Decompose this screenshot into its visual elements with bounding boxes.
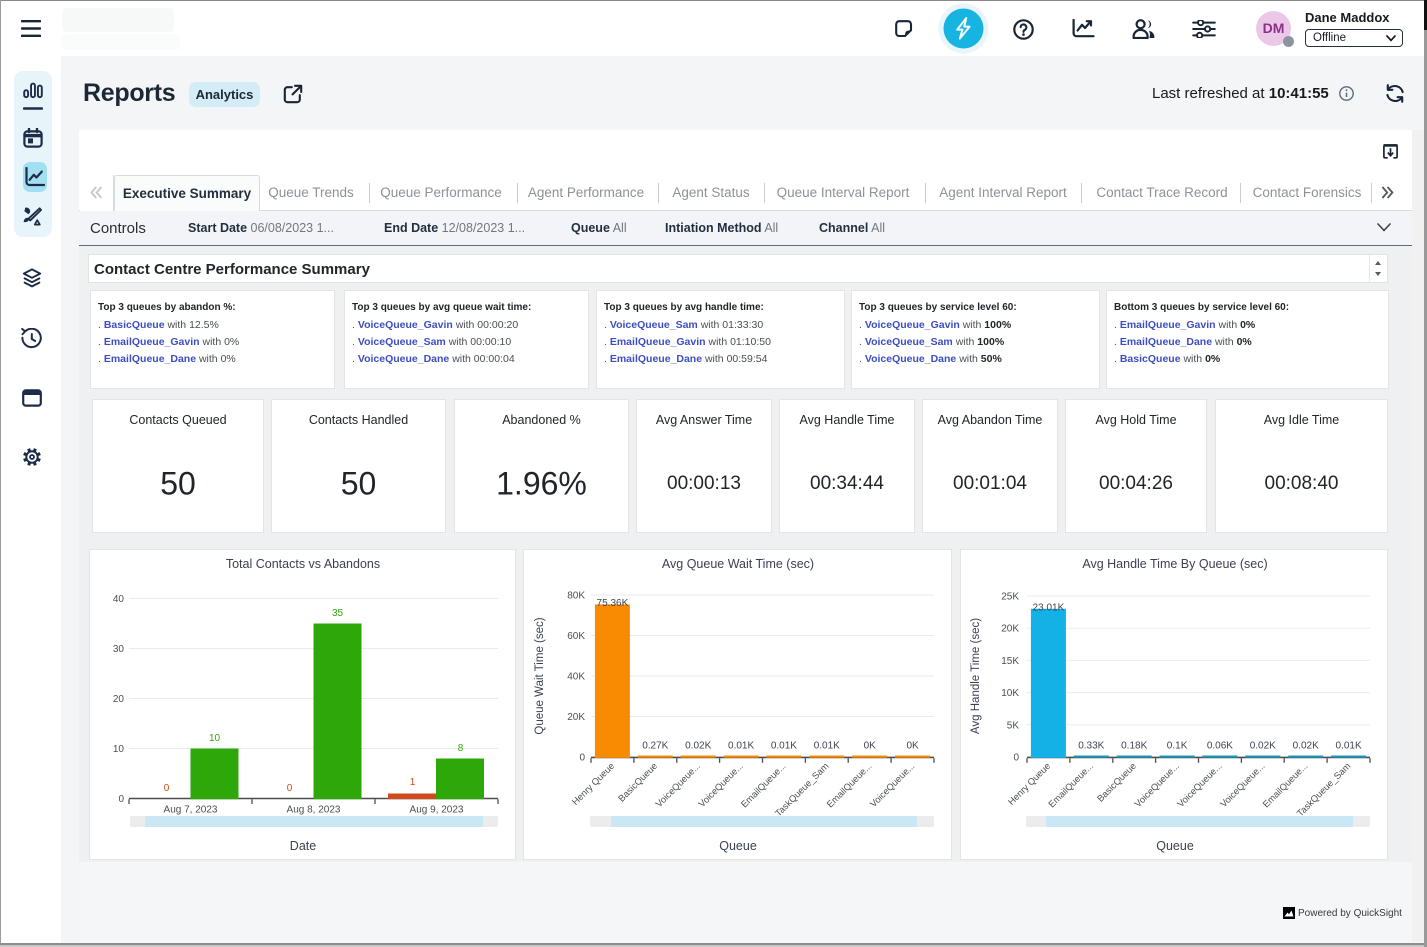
svg-text:23.01K: 23.01K [1033,602,1065,613]
svg-text:40: 40 [113,594,125,605]
svg-text:0.27K: 0.27K [642,741,668,752]
svg-text:EmailQueue...: EmailQueue... [825,761,874,810]
svg-text:0.02K: 0.02K [1293,741,1319,752]
svg-text:0.01K: 0.01K [728,741,754,752]
svg-text:VoiceQueue...: VoiceQueue... [697,761,745,809]
svg-text:10: 10 [113,744,125,755]
svg-text:0: 0 [1013,753,1019,764]
svg-text:EmailQueue...: EmailQueue... [1261,761,1310,810]
svg-text:0: 0 [579,753,585,764]
svg-text:Avg Handle Time (sec): Avg Handle Time (sec) [970,618,982,734]
svg-text:EmailQueue...: EmailQueue... [739,761,788,810]
svg-text:20K: 20K [1001,624,1019,635]
svg-text:0.1K: 0.1K [1167,741,1188,752]
svg-text:BasicQueue: BasicQueue [616,761,659,804]
svg-text:Queue Wait Time (sec): Queue Wait Time (sec) [534,617,546,734]
svg-text:75.36K: 75.36K [597,598,629,609]
svg-text:Aug 8, 2023: Aug 8, 2023 [287,805,341,816]
svg-text:0: 0 [118,794,124,805]
svg-text:0.18K: 0.18K [1121,741,1147,752]
svg-text:0K: 0K [906,741,919,752]
svg-text:10K: 10K [1001,688,1019,699]
svg-text:0K: 0K [864,741,877,752]
svg-text:30: 30 [113,644,125,655]
svg-text:15K: 15K [1001,656,1019,667]
svg-text:Total Contacts vs Abandons: Total Contacts vs Abandons [226,557,380,571]
svg-text:Avg Handle Time By Queue (sec): Avg Handle Time By Queue (sec) [1082,557,1267,571]
svg-text:Date: Date [290,839,316,853]
svg-text:BasicQueue: BasicQueue [1095,761,1138,804]
svg-text:Aug 7, 2023: Aug 7, 2023 [164,805,218,816]
svg-text:35: 35 [332,608,344,619]
svg-text:Henry Queue: Henry Queue [1006,761,1052,807]
svg-text:0.33K: 0.33K [1078,741,1104,752]
svg-text:VoiceQueue...: VoiceQueue... [654,761,702,809]
svg-text:Henry Queue: Henry Queue [570,761,616,807]
svg-text:VoiceQueue...: VoiceQueue... [1133,761,1181,809]
svg-text:5K: 5K [1007,720,1020,731]
svg-text:0.06K: 0.06K [1207,741,1233,752]
svg-text:Aug 9, 2023: Aug 9, 2023 [410,805,464,816]
svg-text:VoiceQueue...: VoiceQueue... [1218,761,1266,809]
svg-text:80K: 80K [567,591,585,602]
svg-text:EmailQueue...: EmailQueue... [1046,761,1095,810]
svg-text:60K: 60K [567,631,585,642]
svg-text:1: 1 [410,777,416,788]
svg-text:Queue: Queue [719,839,757,853]
svg-text:0.01K: 0.01K [814,741,840,752]
svg-text:0: 0 [164,783,170,794]
svg-text:10: 10 [209,733,221,744]
svg-text:Queue: Queue [1156,839,1194,853]
svg-text:VoiceQueue...: VoiceQueue... [1175,761,1223,809]
svg-text:40K: 40K [567,672,585,683]
svg-text:0.02K: 0.02K [685,741,711,752]
svg-text:0.02K: 0.02K [1250,741,1276,752]
svg-text:0: 0 [287,783,293,794]
svg-text:0.01K: 0.01K [771,741,797,752]
svg-text:0.01K: 0.01K [1336,741,1362,752]
svg-text:25K: 25K [1001,592,1019,603]
svg-text:Avg Queue Wait Time (sec): Avg Queue Wait Time (sec) [662,557,814,571]
svg-text:8: 8 [458,743,464,754]
svg-text:20K: 20K [567,712,585,723]
svg-text:VoiceQueue...: VoiceQueue... [868,761,916,809]
svg-text:20: 20 [113,694,125,705]
